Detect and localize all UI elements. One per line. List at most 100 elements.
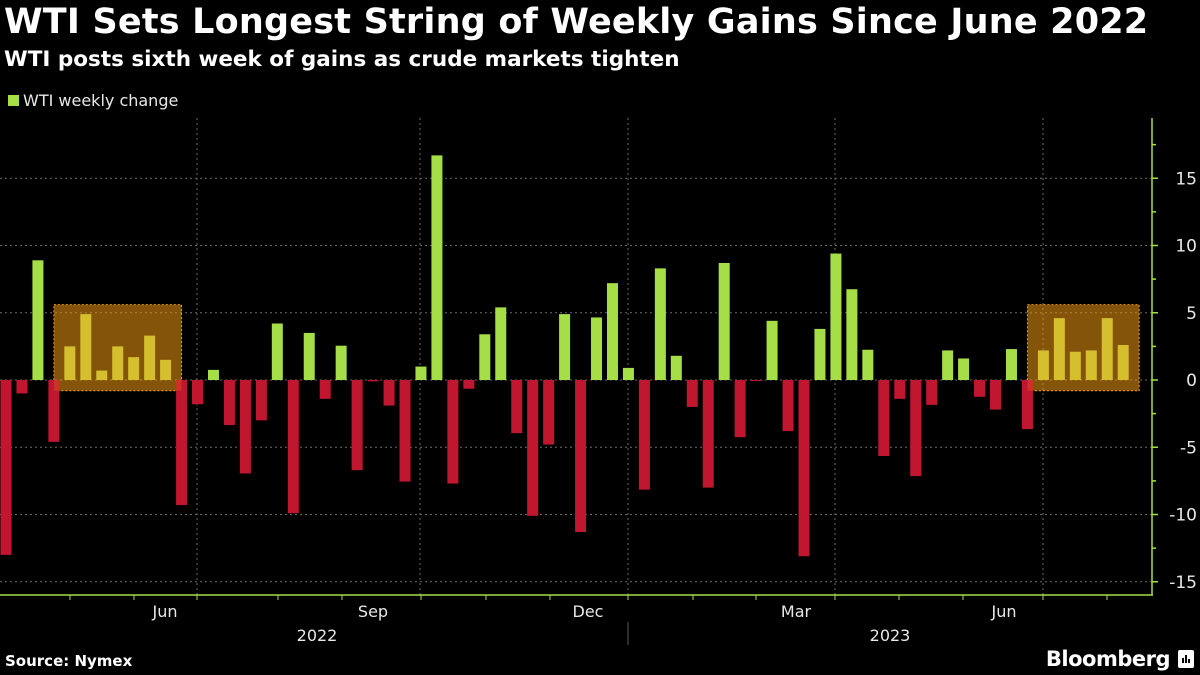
bar-week-9: [128, 357, 140, 380]
bar-week-33: [511, 380, 523, 434]
bar-week-45: [702, 380, 714, 488]
x-label-jun-2022: Jun: [152, 602, 178, 621]
legend-swatch: [8, 95, 19, 106]
bar-week-27: [415, 366, 427, 380]
bar-week-67: [1053, 318, 1065, 380]
x-label-mar-2023: Mar: [781, 602, 812, 621]
bar-week-26: [399, 380, 411, 482]
bar-week-48: [750, 380, 762, 381]
bar-week-44: [686, 380, 698, 407]
bar-week-31: [479, 334, 491, 380]
x-label-sep-2022: Sep: [358, 602, 388, 621]
y-tick-labels: 15 10 5 0 -5 -10 -15: [1169, 169, 1197, 593]
bar-week-8: [112, 346, 124, 380]
bar-week-66: [1037, 350, 1049, 380]
bar-week-60: [942, 350, 954, 380]
bar-week-69: [1085, 350, 1097, 380]
bar-week-1: [0, 380, 12, 555]
bar-week-23: [351, 380, 363, 471]
bar-week-46: [718, 262, 730, 380]
bar-week-37: [575, 380, 587, 532]
y-tick-label: -15: [1169, 573, 1197, 593]
x-label-dec-2022: Dec: [573, 602, 604, 621]
bar-week-29: [447, 380, 459, 484]
highlight-box-overlay: [1027, 304, 1140, 391]
y-tick-label: -5: [1180, 438, 1197, 458]
bar-week-61: [958, 358, 970, 380]
bar-week-38: [591, 317, 603, 380]
y-tick-label: 5: [1186, 304, 1197, 324]
legend: WTI weekly change: [8, 91, 178, 110]
bar-week-58: [910, 380, 922, 477]
bar-week-50: [782, 380, 794, 432]
bar-week-10: [144, 335, 156, 380]
bar-week-3: [32, 260, 44, 380]
bar-week-7: [96, 370, 108, 380]
bar-week-57: [894, 380, 906, 399]
bar-week-28: [431, 155, 443, 380]
bar-week-5: [64, 346, 76, 380]
bar-week-41: [638, 380, 650, 490]
bar-week-16: [239, 380, 251, 474]
bar-week-18: [271, 323, 283, 380]
bar-week-71: [1117, 345, 1129, 380]
bar-week-40: [622, 367, 634, 380]
bar-week-32: [495, 307, 507, 380]
bar-week-47: [734, 380, 746, 438]
bar-week-56: [878, 380, 890, 456]
bar-week-53: [830, 253, 842, 380]
bar-week-70: [1101, 318, 1113, 380]
bar-week-2: [16, 380, 28, 394]
x-label-year-2022: 2022: [297, 626, 338, 645]
legend-label: WTI weekly change: [23, 91, 179, 110]
bar-week-64: [1005, 349, 1017, 380]
bar-week-12: [176, 380, 188, 506]
chart-subtitle: WTI posts sixth week of gains as crude m…: [4, 47, 680, 72]
y-tick-label: -10: [1169, 506, 1197, 526]
bar-week-43: [670, 355, 682, 380]
y-tick-label: 0: [1186, 371, 1197, 391]
bar-week-42: [654, 268, 666, 380]
bar-week-21: [319, 380, 331, 399]
bar-week-4: [48, 380, 60, 442]
bar-week-30: [463, 380, 475, 389]
x-tick-labels: Jun Sep Dec Mar Jun 2022 2023: [152, 602, 1017, 645]
bar-week-63: [990, 380, 1002, 410]
x-label-jun-2023: Jun: [991, 602, 1017, 621]
bar-week-19: [287, 380, 299, 514]
bar-week-68: [1069, 351, 1081, 380]
bar-week-49: [766, 320, 778, 380]
bar-week-6: [80, 314, 92, 380]
bar-week-24: [367, 380, 379, 382]
bar-week-62: [974, 380, 986, 397]
bar-week-13: [192, 380, 204, 405]
bar-week-11: [160, 359, 172, 380]
bar-week-25: [383, 380, 395, 406]
bloomberg-logo: Bloomberg: [1046, 647, 1194, 671]
y-tick-label: 10: [1175, 237, 1197, 257]
bar-week-17: [255, 380, 267, 421]
bar-week-22: [335, 345, 347, 380]
bar-week-14: [207, 369, 219, 380]
bloomberg-chart-icon: [1178, 650, 1194, 668]
bar-week-20: [303, 332, 315, 380]
brand-name: Bloomberg: [1045, 647, 1171, 671]
bar-week-35: [543, 380, 555, 445]
y-tick-label: 15: [1175, 169, 1197, 189]
bar-week-54: [846, 289, 858, 380]
bar-week-59: [926, 380, 938, 405]
x-label-year-2023: 2023: [870, 626, 911, 645]
bar-week-39: [606, 283, 618, 380]
chart-title: WTI Sets Longest String of Weekly Gains …: [4, 2, 1149, 42]
bar-week-55: [862, 349, 874, 380]
bar-week-52: [814, 328, 826, 380]
bar-week-36: [559, 314, 571, 380]
bar-week-34: [527, 380, 539, 516]
axes: [0, 118, 1158, 600]
bar-week-51: [798, 380, 810, 557]
source-note: Source: Nymex: [5, 652, 133, 670]
bar-week-65: [1021, 380, 1033, 430]
highlight-box-overlay: [53, 304, 182, 391]
bars: [0, 155, 1140, 557]
